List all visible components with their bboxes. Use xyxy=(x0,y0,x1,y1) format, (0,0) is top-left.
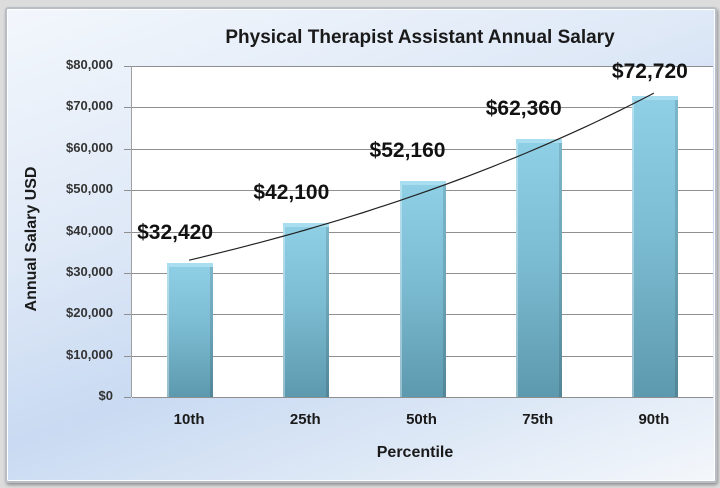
x-tick-label: 50th xyxy=(406,411,437,428)
bar-top xyxy=(399,181,446,186)
y-tick-label: $30,000 xyxy=(66,263,113,279)
x-tick-label: 90th xyxy=(638,411,670,428)
y-tick-mark xyxy=(124,231,131,233)
y-tick-label: $70,000 xyxy=(66,98,113,114)
bar-10th xyxy=(167,262,214,397)
y-tick-label: $40,000 xyxy=(66,222,113,238)
y-tick-mark xyxy=(124,148,131,150)
data-label: $42,100 xyxy=(253,180,330,204)
y-tick-label: $60,000 xyxy=(66,139,113,155)
y-tick-mark xyxy=(124,66,131,67)
chart-title: Physical Therapist Assistant Annual Sala… xyxy=(225,27,615,48)
x-tick-label: 75th xyxy=(522,411,554,428)
y-tick-mark xyxy=(124,272,131,274)
bar-top xyxy=(631,96,678,101)
bar-50th xyxy=(399,181,446,397)
y-tick-mark xyxy=(124,355,131,357)
bar-top xyxy=(283,222,330,227)
data-label: $32,420 xyxy=(137,220,214,244)
y-tick-label: $80,000 xyxy=(66,57,113,72)
y-tick-mark xyxy=(124,107,131,109)
y-tick-label: $50,000 xyxy=(66,181,113,197)
bar-top xyxy=(167,262,214,267)
gridline xyxy=(132,397,713,398)
data-label: $62,360 xyxy=(485,96,562,120)
data-label: $52,160 xyxy=(369,139,446,163)
y-tick-mark xyxy=(124,397,131,398)
y-tick-label: $0 xyxy=(98,388,113,403)
y-tick-mark xyxy=(124,314,131,316)
y-tick-mark xyxy=(124,190,131,192)
gridline xyxy=(132,107,713,109)
y-tick-label: $10,000 xyxy=(66,346,113,362)
bar-top xyxy=(515,139,562,143)
bar-90th xyxy=(631,96,678,397)
plot-area xyxy=(131,66,713,398)
x-axis-label: Percentile xyxy=(376,444,454,461)
bar-75th xyxy=(515,139,562,397)
x-tick-label: 25th xyxy=(289,411,321,428)
bar-25th xyxy=(283,222,330,397)
x-tick-label: 10th xyxy=(173,411,205,428)
data-label: $72,720 xyxy=(611,60,688,84)
gridline xyxy=(132,66,713,67)
gridline xyxy=(132,148,713,150)
y-tick-label: $20,000 xyxy=(66,305,113,321)
